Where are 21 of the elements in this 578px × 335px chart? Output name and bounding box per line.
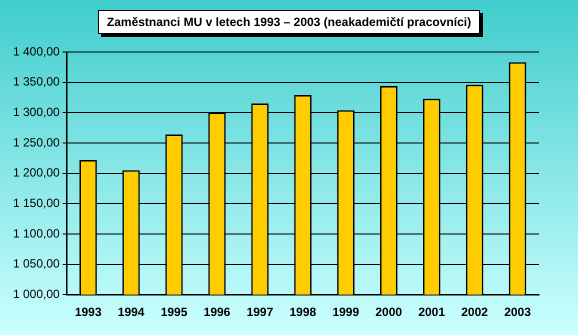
chart-title: Zaměstnanci MU v letech 1993 – 2003 (neakademičtí pracovníci) (98, 10, 480, 34)
x-tick-label: 1999 (332, 305, 360, 320)
y-tick-label: 1 200,00 (12, 166, 60, 180)
x-tick-label: 2000 (375, 305, 402, 320)
y-tick-label: 1 150,00 (12, 196, 60, 210)
y-tick-label: 1 100,00 (12, 226, 60, 240)
x-tick-label: 1995 (160, 305, 188, 320)
x-tick-label: 1998 (290, 305, 317, 320)
y-tick-label: 1 250,00 (12, 135, 60, 150)
x-tick-label: 2002 (461, 305, 488, 320)
y-tick-label: 1 000,00 (12, 286, 60, 301)
x-tick-label: 2003 (504, 305, 532, 320)
x-tick-label: 1994 (118, 305, 145, 320)
y-tick-label: 1 400,00 (12, 44, 60, 58)
x-tick-label: 1996 (204, 305, 231, 320)
x-tick-label: 2001 (418, 305, 446, 320)
x-tick-label: 1997 (246, 305, 274, 320)
y-tick-label: 1 050,00 (12, 256, 60, 271)
x-tick-label: 1993 (74, 305, 102, 320)
y-tick-label: 1 350,00 (12, 74, 60, 89)
y-tick-label: 1 300,00 (12, 104, 60, 119)
